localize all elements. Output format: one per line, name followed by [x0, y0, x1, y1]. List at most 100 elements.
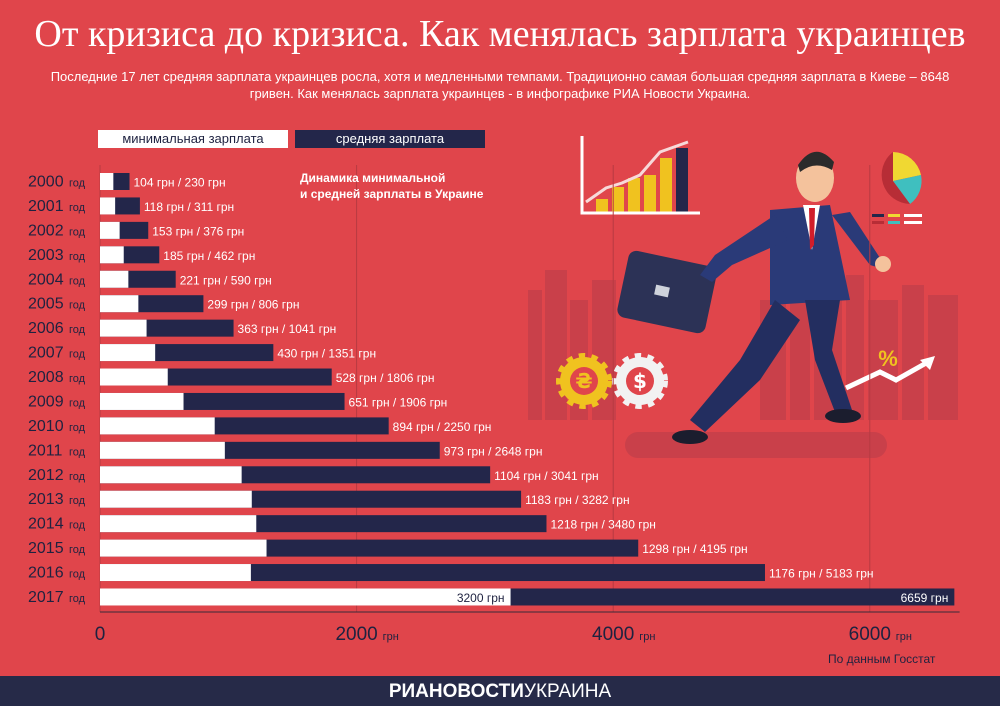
min-salary-bar	[100, 246, 124, 264]
salary-values-label: 363 грн / 1041 грн	[238, 322, 337, 336]
min-salary-bar	[100, 368, 168, 386]
x-tick-label: 2000	[335, 624, 377, 645]
year-suffix: год	[69, 397, 86, 409]
min-salary-bar	[100, 466, 242, 484]
salary-values-label: 973 грн / 2648 грн	[444, 444, 543, 458]
growth-arrow-icon: %	[844, 346, 935, 391]
year-label: 2013	[28, 491, 64, 508]
year-suffix: год	[69, 349, 86, 361]
avg-salary-bar	[100, 564, 765, 582]
chart-x-axis: 0 2000 грн 4000 грн 6000 грн	[95, 611, 960, 645]
hryvnia-gear-icon: ₴	[556, 353, 612, 409]
salary-values-label: 1104 грн / 3041 грн	[494, 469, 599, 483]
min-salary-bar	[100, 344, 156, 362]
avg-salary-label: 6659 грн	[901, 591, 949, 605]
x-tick-unit: грн	[383, 631, 399, 643]
min-salary-bar	[100, 441, 225, 459]
svg-text:%: %	[878, 346, 898, 371]
year-suffix: год	[69, 373, 86, 385]
x-tick-label: 0	[95, 624, 106, 645]
chart-bars: 2000 год 104 грн / 230 грн 2001 год 118 грн /…	[28, 173, 955, 606]
salary-values-label: 153 грн / 376 грн	[152, 224, 244, 238]
year-label: 2001	[28, 198, 64, 215]
year-label: 2003	[28, 247, 64, 264]
year-suffix: год	[69, 520, 86, 532]
salary-values-label: 104 грн / 230 грн	[134, 176, 226, 190]
svg-text:₴: ₴	[575, 369, 592, 393]
salary-values-label: 1218 грн / 3480 грн	[550, 518, 655, 532]
year-label: 2012	[28, 467, 64, 484]
legend-avg-salary: средняя зарплата	[295, 130, 485, 148]
year-suffix: год	[69, 569, 86, 581]
year-label: 2000	[28, 174, 64, 191]
salary-values-label: 1183 грн / 3282 грн	[525, 493, 630, 507]
min-salary-bar	[100, 588, 511, 606]
year-suffix: год	[69, 593, 86, 605]
year-suffix: год	[69, 275, 86, 287]
x-tick-unit: грн	[896, 631, 912, 643]
min-salary-label: 3200 грн	[457, 591, 505, 605]
salary-values-label: 1298 грн / 4195 грн	[642, 542, 747, 556]
x-tick-unit: грн	[639, 631, 655, 643]
min-salary-bar	[100, 173, 114, 190]
min-salary-bar	[100, 564, 251, 582]
min-salary-bar	[100, 221, 120, 239]
year-suffix: год	[69, 251, 86, 263]
salary-values-label: 299 грн / 806 грн	[207, 298, 299, 312]
salary-chart: ₴ $ % 2000 год 104 грн / 230 грн 2001 год 118…	[28, 136, 960, 645]
year-suffix: год	[69, 300, 86, 312]
year-suffix: год	[69, 446, 86, 458]
min-salary-bar	[100, 392, 184, 410]
chart-title: Динамика минимальной и средней зарплаты …	[300, 170, 483, 202]
ground-shadow	[625, 432, 887, 458]
year-label: 2002	[28, 222, 64, 239]
min-salary-bar	[100, 490, 252, 508]
min-salary-bar	[100, 515, 257, 533]
year-label: 2007	[28, 345, 64, 362]
year-suffix: год	[69, 544, 86, 556]
year-label: 2005	[28, 296, 64, 313]
year-suffix: год	[69, 202, 86, 214]
year-label: 2010	[28, 418, 64, 435]
chart-title-line-1: Динамика минимальной	[300, 171, 446, 185]
page-title: От кризиса до кризиса. Как менялась зарп…	[34, 13, 966, 55]
year-label: 2009	[28, 393, 64, 410]
businessman-figure	[672, 151, 891, 444]
page-subtitle: Последние 17 лет средняя зарплата украин…	[50, 69, 950, 101]
min-salary-bar	[100, 539, 267, 557]
year-suffix: год	[69, 471, 86, 483]
chart-grid	[99, 165, 871, 612]
growth-chart-icon	[580, 136, 700, 215]
year-suffix: год	[69, 324, 86, 336]
legend-min-salary: минимальная зарплата	[98, 130, 288, 148]
data-source: По данным Госстат	[828, 652, 936, 666]
min-salary-bar	[100, 319, 147, 337]
year-label: 2008	[28, 369, 64, 386]
year-label: 2016	[28, 565, 64, 582]
year-label: 2011	[28, 442, 63, 459]
x-tick-label: 6000	[849, 624, 891, 645]
chart-title-line-2: и средней зарплаты в Украине	[300, 187, 484, 201]
min-salary-bar	[100, 295, 139, 313]
year-suffix: год	[69, 422, 86, 434]
min-salary-bar	[100, 270, 129, 288]
year-label: 2014	[28, 516, 64, 533]
brand-name-bold: РИАНОВОСТИ	[388, 681, 524, 702]
x-tick-label: 4000	[592, 624, 634, 645]
salary-values-label: 185 грн / 462 грн	[163, 249, 255, 263]
salary-values-label: 528 грн / 1806 грн	[336, 371, 435, 385]
dollar-gear-icon: $	[612, 353, 668, 409]
svg-text:$: $	[633, 369, 647, 393]
year-label: 2015	[28, 540, 64, 557]
salary-values-label: 894 грн / 2250 грн	[393, 420, 492, 434]
year-suffix: год	[69, 178, 86, 190]
year-label: 2017	[28, 589, 64, 606]
brand-name-light: УКРАИНА	[523, 681, 612, 702]
year-label: 2004	[28, 271, 64, 288]
illustration: ₴ $ %	[528, 136, 958, 458]
min-salary-bar	[100, 417, 215, 435]
salary-values-label: 430 грн / 1351 грн	[277, 347, 376, 361]
salary-values-label: 118 грн / 311 грн	[144, 200, 234, 214]
brand-logo: РИАНОВОСТИУКРАИНА	[0, 681, 1000, 703]
year-suffix: год	[69, 495, 86, 507]
